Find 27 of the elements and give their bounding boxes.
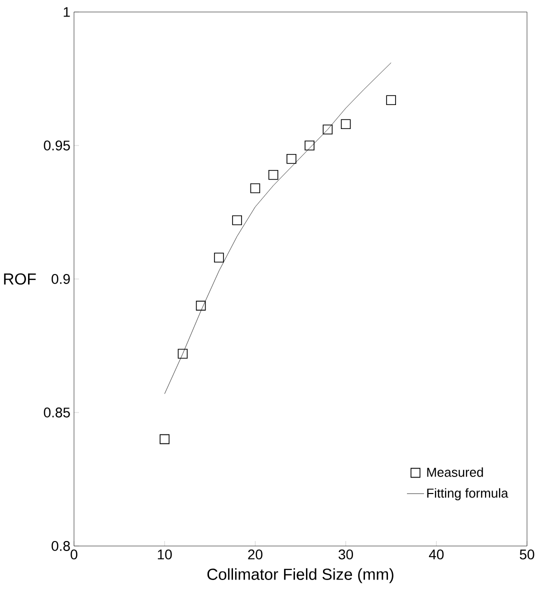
x-tick-label: 30 — [338, 550, 354, 560]
legend-label: Measured — [427, 467, 483, 477]
point — [386, 95, 396, 106]
legend-label: Fitting formula — [427, 488, 508, 500]
point — [286, 154, 296, 164]
point — [196, 300, 206, 311]
y-tick-label: 0.85 — [44, 408, 70, 418]
point — [160, 434, 170, 444]
x-axis-title: Collimator Field Size (mm) — [207, 568, 394, 584]
point — [322, 124, 333, 134]
point — [178, 348, 188, 359]
point — [232, 215, 242, 226]
y-tick-label: 0.8 — [52, 541, 70, 551]
x-tick-label: 50 — [520, 550, 534, 560]
point — [304, 140, 314, 150]
point — [214, 252, 224, 263]
point — [340, 119, 351, 130]
y-tick-label: 0.95 — [44, 140, 70, 150]
point — [268, 170, 278, 180]
point — [250, 183, 260, 194]
x-tick-label: 0 — [70, 550, 78, 560]
x-tick-label: 20 — [248, 550, 262, 560]
x-tick-label: 40 — [428, 550, 444, 560]
x-tick-label: 10 — [158, 550, 172, 560]
y-tick-label: 0.9 — [52, 274, 70, 284]
y-axis-title: ROF — [4, 273, 36, 285]
y-tick-label: 1 — [64, 7, 70, 17]
